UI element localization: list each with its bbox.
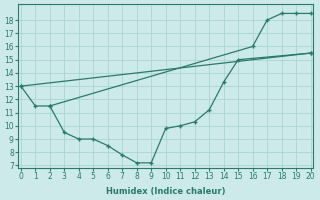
X-axis label: Humidex (Indice chaleur): Humidex (Indice chaleur) — [106, 187, 226, 196]
